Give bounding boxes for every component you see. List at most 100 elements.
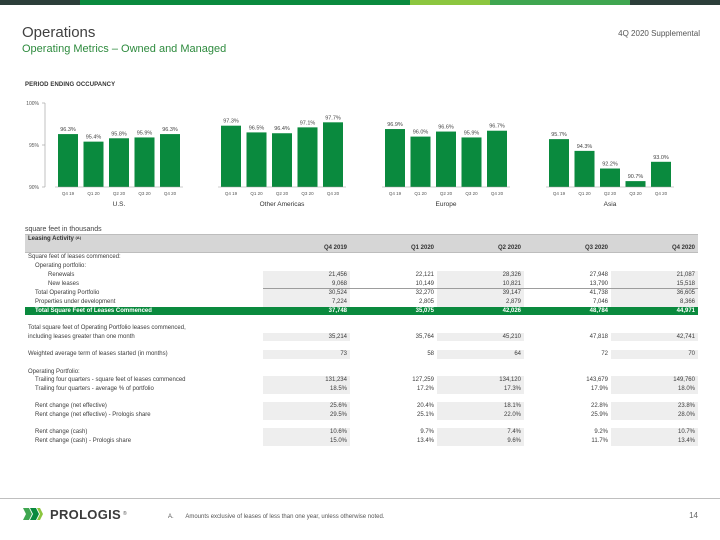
footnote-ref: (A) bbox=[75, 235, 82, 240]
table-row: Total square feet of Operating Portfolio… bbox=[25, 324, 698, 333]
row-label: Total Square Feet of Leases Commenced bbox=[25, 306, 263, 316]
column-header: Q4 2020 bbox=[611, 243, 698, 254]
bar-value-label: 92.2% bbox=[602, 162, 618, 168]
table-cell: 11.7% bbox=[591, 438, 608, 445]
row-label: Trailing four quarters - square feet of … bbox=[35, 377, 186, 384]
table-row: New leases 9,068 10,149 10,821 13,790 15,518 bbox=[25, 279, 698, 289]
table-cell: 44,971 bbox=[611, 306, 698, 316]
table-cell: 25.1% bbox=[416, 412, 434, 418]
x-tick-label: Q4 19 bbox=[225, 191, 238, 196]
x-tick-label: Q4 20 bbox=[164, 191, 177, 196]
table-row: Total Operating Portfolio 30,524 32,270 39,… bbox=[25, 288, 698, 298]
table-cell: 39,147 bbox=[437, 288, 524, 298]
table-spacer-row bbox=[25, 420, 698, 429]
occupancy-bar bbox=[297, 127, 318, 187]
table-row: Square feet of leases commenced: bbox=[25, 253, 698, 262]
table-cell: 143,679 bbox=[586, 377, 608, 384]
x-tick-label: Q3 20 bbox=[138, 191, 151, 196]
x-tick-label: Q2 20 bbox=[604, 191, 617, 196]
occupancy-bar bbox=[160, 134, 180, 187]
table-cell: 41,738 bbox=[524, 288, 611, 298]
row-label: Weighted average term of leases started … bbox=[28, 351, 168, 358]
table-cell: 42,741 bbox=[611, 332, 698, 342]
table-cell: 58 bbox=[427, 351, 434, 358]
row-label: Total square feet of Operating Portfolio… bbox=[28, 325, 186, 332]
x-tick-label: Q3 20 bbox=[465, 191, 478, 196]
bar-value-label: 90.7% bbox=[628, 174, 644, 180]
x-tick-label: Q1 20 bbox=[578, 191, 591, 196]
occupancy-bar bbox=[410, 136, 431, 187]
section-title: Leasing Activity (A) bbox=[25, 233, 698, 244]
table-cell: 47,818 bbox=[589, 333, 608, 340]
table-spacer-row bbox=[25, 359, 698, 368]
table-cell: 15,518 bbox=[611, 279, 698, 289]
row-label: Properties under development bbox=[35, 298, 116, 305]
table-cell: 13.4% bbox=[611, 437, 698, 446]
table-cell: 8,366 bbox=[611, 297, 698, 307]
occupancy-bar bbox=[549, 139, 569, 187]
row-label: Operating portfolio: bbox=[35, 263, 87, 270]
units-note: square feet in thousands bbox=[25, 226, 102, 233]
table-cell: 64 bbox=[437, 350, 524, 359]
bar-value-label: 96.4% bbox=[274, 126, 290, 132]
spacer-cell bbox=[25, 420, 698, 429]
y-tick-label: 95% bbox=[29, 143, 40, 149]
row-label: Trailing four quarters - average % of po… bbox=[35, 385, 154, 392]
row-label: Rent change (net effective) - Prologis s… bbox=[35, 412, 151, 418]
table-cell: 35,075 bbox=[350, 306, 437, 316]
table-cell: 70 bbox=[611, 350, 698, 359]
table-cell: 134,120 bbox=[437, 376, 524, 385]
occupancy-bar bbox=[246, 132, 267, 187]
table-cell: 127,259 bbox=[412, 377, 434, 384]
table-cell: 10.7% bbox=[611, 428, 698, 438]
occupancy-bar bbox=[385, 129, 405, 187]
table-cell: 32,270 bbox=[350, 288, 437, 298]
table-cell: 73 bbox=[263, 350, 350, 359]
company-logo: PROLOGIS ® bbox=[22, 506, 127, 522]
bar-value-label: 95.9% bbox=[137, 130, 153, 136]
supplemental-label: 4Q 2020 Supplemental bbox=[618, 29, 700, 38]
table-cell: 7,224 bbox=[263, 297, 350, 307]
table-cell: 28,326 bbox=[437, 270, 524, 280]
row-label: Renewals bbox=[48, 271, 75, 278]
logo-mark-icon bbox=[23, 508, 43, 520]
table-cell: 29.5% bbox=[263, 411, 350, 420]
top-bar-segment bbox=[0, 0, 80, 5]
occupancy-bar bbox=[323, 122, 343, 187]
table-spacer-row bbox=[25, 394, 698, 403]
leasing-activity-table: Leasing Activity (A) Q4 2019 Q1 2020 Q2 … bbox=[25, 233, 698, 446]
table-cell: 17.9% bbox=[590, 385, 608, 392]
page-subtitle: Operating Metrics – Owned and Managed bbox=[22, 43, 227, 55]
table-row: Rent change (cash) - Prologis share 15.0%… bbox=[25, 437, 698, 446]
table-row: Operating Portfolio: bbox=[25, 368, 698, 377]
x-tick-label: Q4 19 bbox=[389, 191, 402, 196]
bar-value-label: 96.9% bbox=[387, 122, 403, 128]
x-tick-label: Q4 19 bbox=[553, 191, 566, 196]
table-cell: 9.6% bbox=[437, 437, 524, 446]
table-cell: 10,149 bbox=[415, 280, 434, 287]
table-cell: 7.4% bbox=[437, 428, 524, 438]
table-cell: 13.4% bbox=[416, 438, 434, 445]
group-label: Asia bbox=[604, 201, 617, 208]
row-label: Total Operating Portfolio bbox=[35, 289, 100, 296]
table-cell: 25.6% bbox=[263, 402, 350, 411]
x-tick-label: Q1 20 bbox=[414, 191, 427, 196]
x-tick-label: Q1 20 bbox=[87, 191, 100, 196]
section-title-text: Leasing Activity bbox=[28, 236, 74, 242]
table-spacer-row bbox=[25, 315, 698, 324]
x-tick-label: Q2 20 bbox=[276, 191, 289, 196]
column-header-blank bbox=[25, 243, 263, 254]
x-tick-label: Q3 20 bbox=[629, 191, 642, 196]
bar-value-label: 97.3% bbox=[223, 119, 239, 125]
bar-value-label: 96.6% bbox=[438, 125, 454, 131]
table-row: Rent change (net effective) - Prologis s… bbox=[25, 411, 698, 420]
table-section-header: Leasing Activity (A) bbox=[25, 233, 698, 244]
table-cell: 10,821 bbox=[437, 279, 524, 289]
table-cell: 35,214 bbox=[263, 332, 350, 342]
table-cell: 48,784 bbox=[524, 306, 611, 316]
table-row: Weighted average term of leases started … bbox=[25, 350, 698, 359]
column-header: Q2 2020 bbox=[437, 243, 524, 254]
table-cell: 9.7% bbox=[420, 429, 434, 436]
column-header: Q3 2020 bbox=[524, 243, 611, 254]
row-label: Rent change (net effective) bbox=[35, 403, 107, 410]
